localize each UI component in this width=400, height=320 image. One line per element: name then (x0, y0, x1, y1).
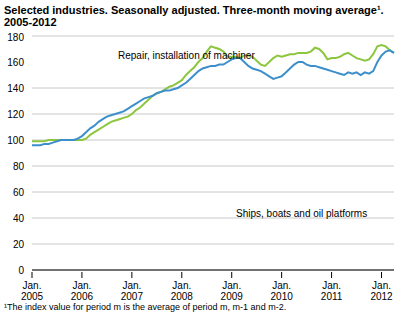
svg-text:Jan.2011: Jan.2011 (321, 280, 343, 300)
svg-text:140: 140 (8, 83, 24, 94)
svg-text:Jan.2007: Jan.2007 (121, 280, 144, 300)
svg-text:60: 60 (13, 187, 25, 198)
svg-text:40: 40 (13, 213, 25, 224)
svg-text:80: 80 (13, 161, 25, 172)
html-text:Selected industries. Seasonall: Selected industries. Seasonally adjusted… (4, 4, 384, 28)
html-text:Repair, installation of machin: Repair, installation of machiner (118, 50, 255, 61)
svg-text:0: 0 (18, 265, 24, 276)
svg-text:Jan.2005: Jan.2005 (21, 280, 44, 300)
html-text:¹The index value for period m: ¹The index value for period m is the ave… (4, 302, 287, 312)
svg-text:120: 120 (8, 109, 24, 120)
html-text:Ships, boats and oil platforms: Ships, boats and oil platforms (236, 208, 368, 219)
svg-text:Jan.2009: Jan.2009 (221, 280, 244, 300)
svg-text:180: 180 (8, 32, 24, 43)
svg-text:100: 100 (8, 135, 24, 146)
svg-text:Jan.2008: Jan.2008 (171, 280, 194, 300)
svg-text:Jan.2006: Jan.2006 (71, 280, 94, 300)
svg-text:160: 160 (8, 57, 24, 68)
svg-text:Jan.2012: Jan.2012 (370, 280, 392, 300)
svg-text:Jan.2010: Jan.2010 (271, 280, 294, 300)
svg-text:20: 20 (13, 239, 25, 250)
